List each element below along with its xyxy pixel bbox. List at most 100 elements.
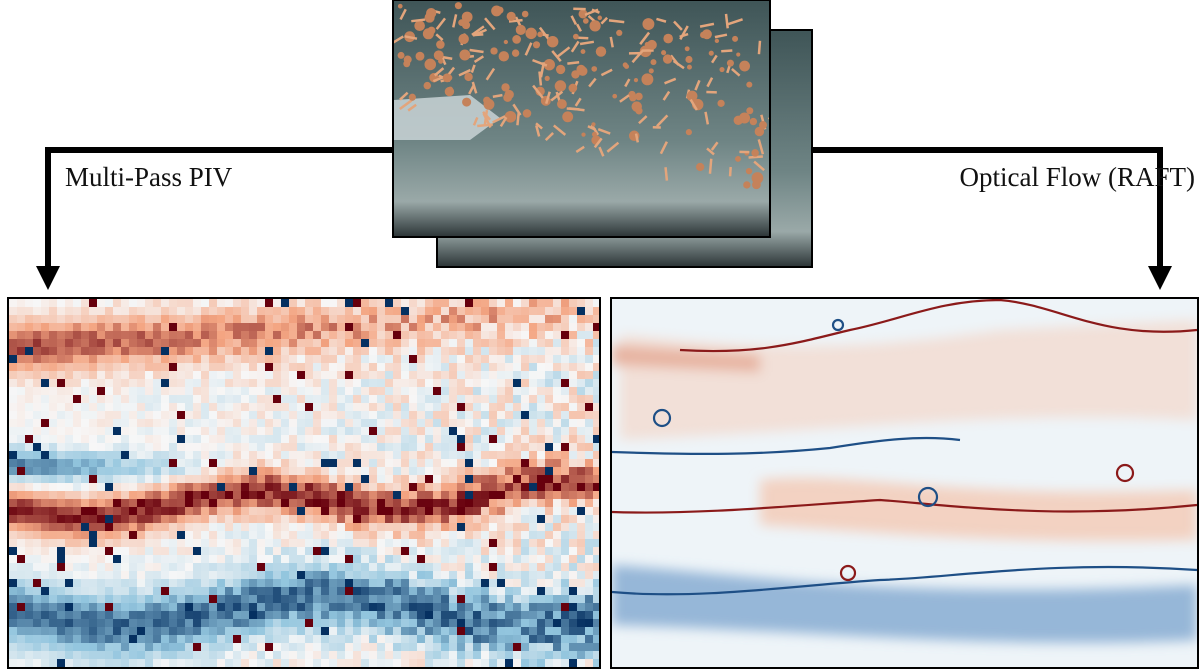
piv-cell <box>17 515 26 524</box>
piv-cell <box>289 547 298 556</box>
piv-cell <box>73 435 82 444</box>
piv-cell <box>329 411 338 420</box>
piv-cell <box>233 507 242 516</box>
piv-cell <box>329 443 338 452</box>
piv-cell <box>457 483 466 492</box>
piv-cell <box>305 459 314 468</box>
piv-cell <box>25 635 34 644</box>
piv-cell <box>121 467 130 476</box>
piv-cell <box>433 467 442 476</box>
piv-cell <box>585 507 594 516</box>
piv-cell <box>553 659 562 668</box>
piv-cell <box>561 387 570 396</box>
piv-cell <box>585 379 594 388</box>
piv-cell <box>425 355 434 364</box>
piv-cell <box>249 363 258 372</box>
piv-cell <box>33 531 42 540</box>
piv-cell <box>193 307 202 316</box>
piv-cell <box>289 491 298 500</box>
piv-cell <box>297 539 306 548</box>
piv-cell <box>305 387 314 396</box>
piv-cell <box>201 571 210 580</box>
piv-cell <box>201 403 210 412</box>
piv-cell <box>185 651 194 660</box>
piv-cell <box>377 379 386 388</box>
piv-cell <box>265 363 274 372</box>
piv-cell <box>233 611 242 620</box>
piv-cell <box>513 499 522 508</box>
piv-cell <box>553 395 562 404</box>
particle <box>409 94 416 101</box>
piv-cell <box>329 387 338 396</box>
piv-cell <box>577 475 586 484</box>
piv-cell <box>537 531 546 540</box>
piv-cell <box>529 403 538 412</box>
piv-cell <box>489 507 498 516</box>
piv-cell <box>17 355 26 364</box>
piv-cell <box>121 507 130 516</box>
piv-cell <box>457 475 466 484</box>
piv-cell <box>569 587 578 596</box>
piv-cell <box>201 659 210 668</box>
piv-cell <box>353 491 362 500</box>
piv-cell <box>17 299 26 308</box>
piv-cell <box>105 555 114 564</box>
piv-cell <box>153 427 162 436</box>
piv-cell <box>465 539 474 548</box>
piv-cell <box>25 627 34 636</box>
piv-cell <box>105 547 114 556</box>
piv-cell <box>201 555 210 564</box>
piv-cell <box>121 347 130 356</box>
piv-cell <box>249 491 258 500</box>
piv-cell <box>73 411 82 420</box>
piv-cell <box>305 547 314 556</box>
piv-cell <box>265 331 274 340</box>
piv-cell <box>121 411 130 420</box>
piv-cell <box>497 579 506 588</box>
piv-cell <box>25 435 34 444</box>
piv-cell <box>377 523 386 532</box>
piv-cell <box>553 331 562 340</box>
piv-cell <box>345 483 354 492</box>
piv-cell <box>473 427 482 436</box>
piv-cell <box>601 299 610 308</box>
piv-cell <box>417 555 426 564</box>
piv-cell <box>409 627 418 636</box>
piv-cell <box>41 547 50 556</box>
piv-cell <box>297 427 306 436</box>
piv-cell <box>137 531 146 540</box>
piv-cell <box>257 419 266 428</box>
piv-cell <box>337 475 346 484</box>
piv-cell <box>273 411 282 420</box>
piv-cell <box>569 603 578 612</box>
piv-cell <box>49 571 58 580</box>
piv-cell <box>297 483 306 492</box>
piv-cell <box>401 371 410 380</box>
piv-cell <box>281 491 290 500</box>
piv-cell <box>81 643 90 652</box>
piv-cell <box>281 427 290 436</box>
piv-cell <box>305 371 314 380</box>
piv-cell <box>113 467 122 476</box>
piv-cell <box>25 307 34 316</box>
piv-cell <box>33 659 42 668</box>
piv-cell <box>313 563 322 572</box>
piv-cell <box>73 483 82 492</box>
particle <box>490 47 497 54</box>
piv-cell <box>153 459 162 468</box>
piv-cell <box>225 443 234 452</box>
piv-cell <box>65 395 74 404</box>
piv-cell <box>105 347 114 356</box>
piv-cell <box>41 307 50 316</box>
piv-cell <box>169 483 178 492</box>
piv-cell <box>521 619 530 628</box>
piv-cell <box>329 379 338 388</box>
piv-cell <box>25 323 34 332</box>
piv-cell <box>161 651 170 660</box>
piv-cell <box>193 643 202 652</box>
piv-cell <box>305 555 314 564</box>
piv-cell <box>81 619 90 628</box>
particle <box>732 36 738 42</box>
particle <box>645 42 650 47</box>
piv-cell <box>553 467 562 476</box>
